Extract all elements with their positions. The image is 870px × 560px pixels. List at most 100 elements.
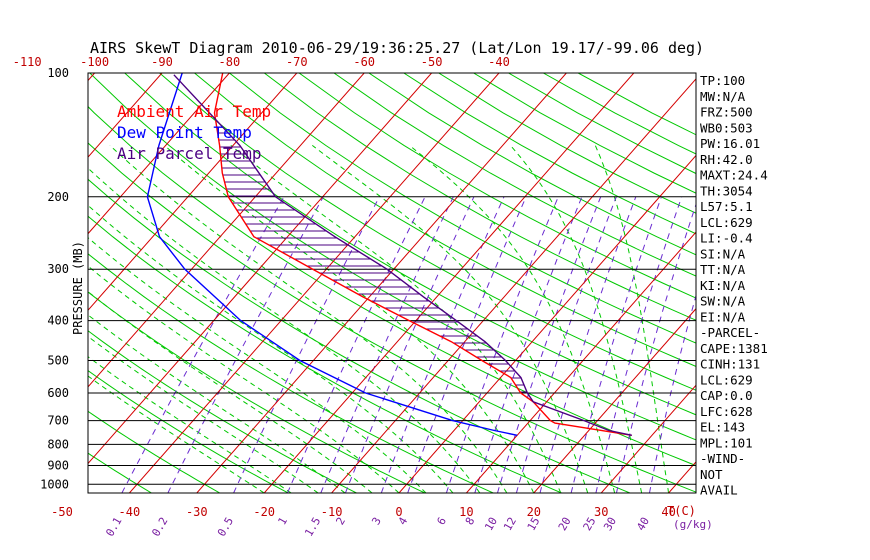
index-entry: LI:-0.4 bbox=[700, 231, 753, 246]
dry-adiabat-line bbox=[263, 73, 696, 321]
dry-adiabat-line bbox=[298, 73, 696, 299]
index-entry: SI:N/A bbox=[700, 246, 746, 261]
y-axis-label: PRESSURE (MB) bbox=[71, 241, 85, 335]
index-entry: EI:N/A bbox=[700, 309, 746, 324]
dry-adiabat-line bbox=[124, 73, 696, 416]
top-tick-label: -40 bbox=[488, 55, 510, 69]
pressure-tick-label: 200 bbox=[47, 190, 69, 204]
isotherm-line bbox=[600, 384, 696, 493]
pressure-tick-label: 1000 bbox=[40, 477, 69, 491]
index-entry: RH:42.0 bbox=[700, 152, 753, 167]
mixing-ratio-line bbox=[474, 196, 583, 493]
index-entry: -PARCEL- bbox=[700, 325, 760, 340]
mixing-ratio-line bbox=[515, 196, 617, 493]
dry-adiabat-line bbox=[508, 73, 696, 175]
dry-adiabat-line bbox=[229, 73, 696, 344]
index-entry: LCL:629 bbox=[700, 215, 753, 230]
dry-adiabat-line bbox=[438, 73, 696, 214]
isotherm-line bbox=[263, 73, 635, 493]
mixing-ratio-line bbox=[595, 196, 683, 493]
index-entry: EL:143 bbox=[700, 420, 745, 435]
isotherm-line bbox=[0, 73, 27, 493]
mixing-ratio-line bbox=[570, 196, 662, 493]
mixing-ratio-line bbox=[344, 196, 475, 493]
index-entry: LCL:629 bbox=[700, 372, 753, 387]
dry-adiabat-line bbox=[88, 105, 696, 467]
mixing-ratio-label: 20 bbox=[556, 515, 574, 533]
stability-indices: TP:100MW:N/AFRZ:500WB0:503PW:16.01RH:42.… bbox=[700, 73, 768, 498]
mixing-ratio-line bbox=[407, 196, 527, 493]
moist-adiabat-line bbox=[594, 145, 670, 493]
index-entry: L57:5.1 bbox=[700, 199, 753, 214]
pressure-tick-label: 900 bbox=[47, 459, 69, 473]
mixing-ratio-line bbox=[320, 196, 454, 493]
bottom-tick-label: 0 bbox=[395, 505, 402, 519]
mixing-ratio-lines bbox=[121, 196, 696, 493]
isotherm-line bbox=[466, 231, 696, 493]
top-tick-label: -70 bbox=[286, 55, 308, 69]
mixing-ratio-label: 1 bbox=[276, 515, 291, 527]
isobars bbox=[88, 196, 696, 485]
bottom-tick-label: 40 bbox=[661, 505, 675, 519]
mixing-ratio-label: 0.5 bbox=[215, 515, 236, 539]
dry-adiabat-line bbox=[88, 253, 494, 493]
index-entry: CAP:0.0 bbox=[700, 388, 753, 403]
dry-adiabat-line bbox=[89, 73, 696, 441]
isotherm-line bbox=[88, 73, 230, 235]
top-temperature-axis: -120-110-100-90-80-70-60-50-40 bbox=[13, 55, 510, 69]
index-entry: TP:100 bbox=[700, 73, 745, 88]
series-line-2 bbox=[173, 74, 632, 436]
index-entry: TH:3054 bbox=[700, 183, 753, 198]
bottom-tick-label: -10 bbox=[321, 505, 343, 519]
index-entry: CINH:131 bbox=[700, 357, 760, 372]
series-line-0 bbox=[213, 73, 632, 436]
dry-adiabat-line bbox=[88, 178, 631, 493]
dry-adiabat-line bbox=[159, 73, 696, 391]
index-entry: TT:N/A bbox=[700, 262, 746, 277]
index-entry: WB0:503 bbox=[700, 120, 753, 135]
mixing-ratio-unit-label: (g/kg) bbox=[673, 518, 713, 531]
temperature-unit-label: T(C) bbox=[667, 504, 696, 518]
isotherm-line bbox=[533, 307, 696, 493]
top-tick-label: -50 bbox=[421, 55, 443, 69]
series-line-1 bbox=[146, 73, 518, 436]
plot-frame bbox=[87, 72, 697, 494]
legend-entry: Ambient Air Temp bbox=[117, 102, 271, 121]
mixing-ratio-line bbox=[649, 293, 696, 493]
mixing-ratio-label: 12 bbox=[501, 515, 519, 533]
isotherm-line bbox=[88, 73, 365, 388]
dry-adiabat-line bbox=[88, 452, 152, 493]
sounding-series bbox=[146, 73, 632, 436]
legend-entry: Dew Point Temp bbox=[117, 123, 252, 142]
bottom-tick-label: -50 bbox=[51, 505, 73, 519]
chart-title: AIRS SkewT Diagram 2010-06-29/19:36:25.2… bbox=[90, 39, 704, 57]
index-entry: MAXT:24.4 bbox=[700, 168, 768, 183]
bottom-tick-label: -20 bbox=[253, 505, 275, 519]
pressure-tick-label: 500 bbox=[47, 354, 69, 368]
pressure-tick-label: 300 bbox=[47, 262, 69, 276]
dry-adiabat-line bbox=[194, 73, 696, 367]
pressure-tick-label: 700 bbox=[47, 414, 69, 428]
isotherm-line bbox=[331, 78, 696, 493]
top-tick-label: -100 bbox=[80, 55, 109, 69]
bottom-tick-label: 30 bbox=[594, 505, 608, 519]
bottom-tick-label: 20 bbox=[527, 505, 541, 519]
mixing-ratio-label: 30 bbox=[601, 515, 619, 533]
moist-adiabat-line bbox=[88, 356, 292, 493]
cape-hatching bbox=[217, 132, 527, 393]
mixing-ratio-line bbox=[445, 196, 559, 493]
index-entry: FRZ:500 bbox=[700, 105, 753, 120]
pressure-tick-label: 400 bbox=[47, 314, 69, 328]
index-entry: -WIND- bbox=[700, 451, 745, 466]
isotherm-line bbox=[88, 73, 163, 158]
dry-adiabat-line bbox=[368, 73, 696, 256]
isotherm-line bbox=[129, 73, 500, 493]
mixing-ratio-line bbox=[616, 203, 696, 493]
bottom-tick-label: -30 bbox=[186, 505, 208, 519]
dry-adiabat-line bbox=[333, 73, 696, 277]
mixing-ratio-line bbox=[497, 196, 602, 493]
bottom-tick-label: -40 bbox=[119, 505, 141, 519]
isotherm-line bbox=[668, 461, 696, 493]
dry-adiabat-line bbox=[88, 370, 289, 493]
